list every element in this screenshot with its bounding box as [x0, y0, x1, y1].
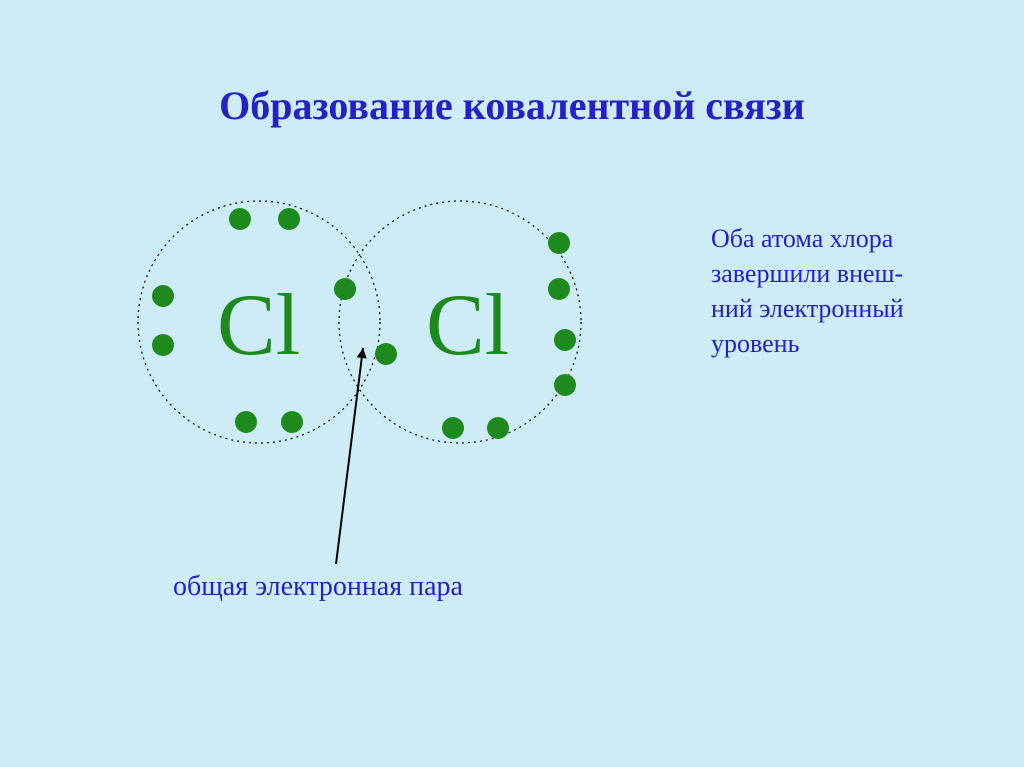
electron-atom2-2 [548, 278, 570, 300]
electron-atom2-7 [375, 343, 397, 365]
electron-atom2-5 [442, 417, 464, 439]
covalent-bond-diagram: Cl Cl [0, 0, 1024, 767]
atom-label-2: Cl [426, 277, 509, 374]
slide-container: Образование ковалентной связи Оба атома … [0, 0, 1024, 767]
electron-atom2-4 [554, 374, 576, 396]
electron-atom1-4 [152, 334, 174, 356]
arrow-head [357, 348, 367, 359]
arrow-line [336, 348, 363, 564]
electron-atom1-6 [281, 411, 303, 433]
electron-atom1-1 [229, 208, 251, 230]
atom-label-1: Cl [217, 277, 300, 374]
electron-atom1-3 [152, 285, 174, 307]
electron-atom1-7 [334, 278, 356, 300]
electron-atom1-2 [278, 208, 300, 230]
electron-atom2-6 [487, 417, 509, 439]
electron-atom2-3 [554, 329, 576, 351]
electron-atom1-5 [235, 411, 257, 433]
electron-atom2-1 [548, 232, 570, 254]
